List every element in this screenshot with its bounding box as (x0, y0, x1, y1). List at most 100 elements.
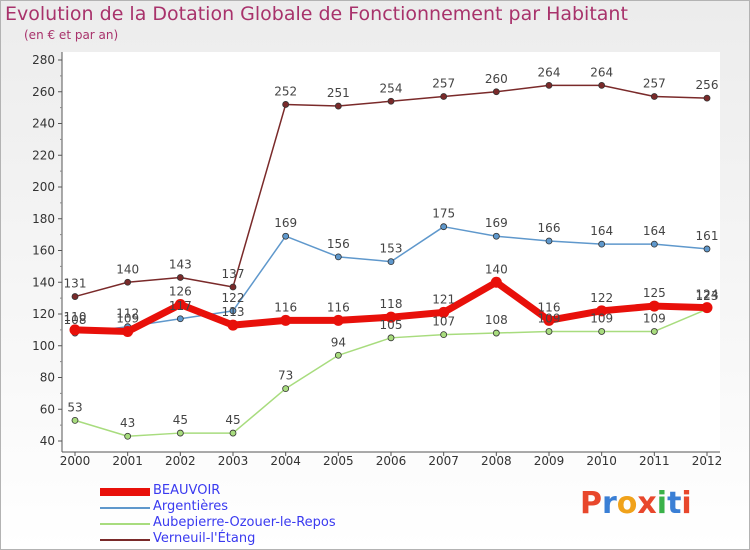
data-point-argenti-res (545, 237, 553, 245)
x-tick-label: 2005 (323, 454, 354, 468)
data-label-beauvoir: 122 (590, 291, 613, 305)
data-label-verneuil-l-tang: 256 (696, 78, 719, 92)
data-point-beauvoir (438, 306, 450, 318)
data-point-aubepierre-ozouer-le-repos (492, 329, 500, 337)
data-point-beauvoir (701, 302, 713, 314)
data-point-verneuil-l-tang (176, 274, 184, 281)
legend-swatch (100, 507, 150, 509)
data-label-aubepierre-ozouer-le-repos: 108 (485, 313, 508, 327)
y-tick-label: 40 (40, 434, 55, 448)
data-point-aubepierre-ozouer-le-repos (545, 328, 553, 335)
data-point-argenti-res (492, 232, 500, 240)
data-point-verneuil-l-tang (440, 93, 448, 100)
data-label-argenti-res: 117 (169, 299, 192, 313)
data-label-aubepierre-ozouer-le-repos: 94 (331, 335, 346, 349)
x-tick-label: 2004 (270, 454, 301, 468)
x-tick-label: 2012 (692, 454, 723, 468)
data-point-verneuil-l-tang (71, 293, 79, 300)
data-label-argenti-res: 156 (327, 237, 350, 251)
data-point-aubepierre-ozouer-le-repos (334, 351, 342, 359)
data-label-aubepierre-ozouer-le-repos: 53 (67, 400, 82, 414)
y-tick-label: 100 (32, 339, 55, 353)
legend-label: Verneuil-l'Étang (153, 531, 256, 546)
legend-item: Argentières (100, 499, 400, 516)
legend-label: Aubepierre-Ozouer-le-Repos (153, 515, 336, 530)
y-tick-label: 220 (32, 148, 55, 162)
data-point-verneuil-l-tang (545, 82, 553, 89)
x-tick-label: 2010 (586, 454, 617, 468)
legend-item: Verneuil-l'Étang (100, 531, 400, 548)
data-label-aubepierre-ozouer-le-repos: 43 (120, 416, 135, 430)
data-label-aubepierre-ozouer-le-repos: 73 (278, 369, 293, 383)
data-label-beauvoir: 118 (380, 297, 403, 311)
data-label-beauvoir: 125 (643, 286, 666, 300)
data-label-verneuil-l-tang: 252 (274, 84, 297, 98)
data-point-verneuil-l-tang (282, 101, 290, 108)
y-tick-label: 280 (32, 53, 55, 67)
data-label-beauvoir: 116 (327, 300, 350, 314)
x-tick-label: 2002 (165, 454, 196, 468)
data-label-verneuil-l-tang: 264 (538, 65, 561, 79)
y-tick-label: 80 (40, 371, 55, 385)
data-label-beauvoir: 121 (432, 292, 455, 306)
data-point-aubepierre-ozouer-le-repos (124, 432, 132, 440)
y-tick-label: 140 (32, 275, 55, 289)
data-point-aubepierre-ozouer-le-repos (650, 328, 658, 335)
data-label-verneuil-l-tang: 140 (116, 262, 139, 276)
y-tick-label: 200 (32, 180, 55, 194)
data-point-verneuil-l-tang (229, 283, 237, 291)
data-label-verneuil-l-tang: 251 (327, 86, 350, 100)
data-point-beauvoir (596, 305, 608, 317)
logo-letter: r (602, 486, 617, 521)
data-point-argenti-res (282, 232, 290, 240)
data-point-beauvoir (69, 324, 81, 336)
y-tick-label: 260 (32, 85, 55, 99)
legend-label: BEAUVOIR (153, 483, 221, 498)
data-label-beauvoir: 110 (64, 310, 87, 324)
data-point-aubepierre-ozouer-le-repos (71, 416, 79, 424)
data-label-aubepierre-ozouer-le-repos: 107 (432, 315, 455, 329)
data-point-aubepierre-ozouer-le-repos (387, 334, 395, 342)
data-label-aubepierre-ozouer-le-repos: 109 (643, 311, 666, 325)
data-label-aubepierre-ozouer-le-repos: 109 (590, 311, 613, 325)
data-label-argenti-res: 164 (643, 224, 666, 238)
legend-swatch (100, 488, 150, 496)
legend-swatch (100, 523, 150, 525)
legend-item: Aubepierre-Ozouer-le-Repos (100, 515, 400, 532)
data-label-argenti-res: 108 (64, 313, 87, 327)
logo-letter: P (580, 486, 602, 521)
data-point-verneuil-l-tang (650, 93, 658, 100)
data-label-aubepierre-ozouer-le-repos: 109 (538, 311, 561, 325)
data-label-aubepierre-ozouer-le-repos: 123 (696, 289, 719, 303)
data-point-argenti-res (650, 240, 658, 248)
data-label-argenti-res: 153 (380, 242, 403, 256)
y-tick-label: 60 (40, 402, 55, 416)
data-point-aubepierre-ozouer-le-repos (176, 429, 184, 437)
data-point-verneuil-l-tang (598, 82, 606, 89)
data-point-verneuil-l-tang (492, 88, 500, 96)
x-tick-label: 2007 (428, 454, 459, 468)
x-tick-label: 2006 (376, 454, 407, 468)
data-point-aubepierre-ozouer-le-repos (440, 331, 448, 339)
data-label-beauvoir: 116 (538, 300, 561, 314)
data-label-beauvoir: 140 (485, 262, 508, 276)
data-point-beauvoir (332, 314, 344, 326)
data-point-aubepierre-ozouer-le-repos (282, 385, 290, 393)
logo-letter: i (681, 486, 692, 521)
data-label-argenti-res: 169 (274, 216, 297, 230)
data-label-beauvoir: 126 (169, 284, 192, 298)
data-point-verneuil-l-tang (334, 102, 342, 110)
data-point-verneuil-l-tang (703, 94, 711, 102)
data-label-argenti-res: 175 (432, 207, 455, 221)
data-point-beauvoir (174, 298, 186, 310)
data-label-verneuil-l-tang: 131 (64, 277, 87, 291)
y-tick-label: 160 (32, 244, 55, 258)
data-label-beauvoir: 124 (696, 288, 719, 302)
data-point-argenti-res (229, 307, 237, 315)
data-label-verneuil-l-tang: 257 (432, 77, 455, 91)
data-point-beauvoir (543, 314, 555, 326)
data-label-verneuil-l-tang: 137 (222, 267, 245, 281)
data-point-argenti-res (440, 223, 448, 231)
y-tick-label: 120 (32, 307, 55, 321)
